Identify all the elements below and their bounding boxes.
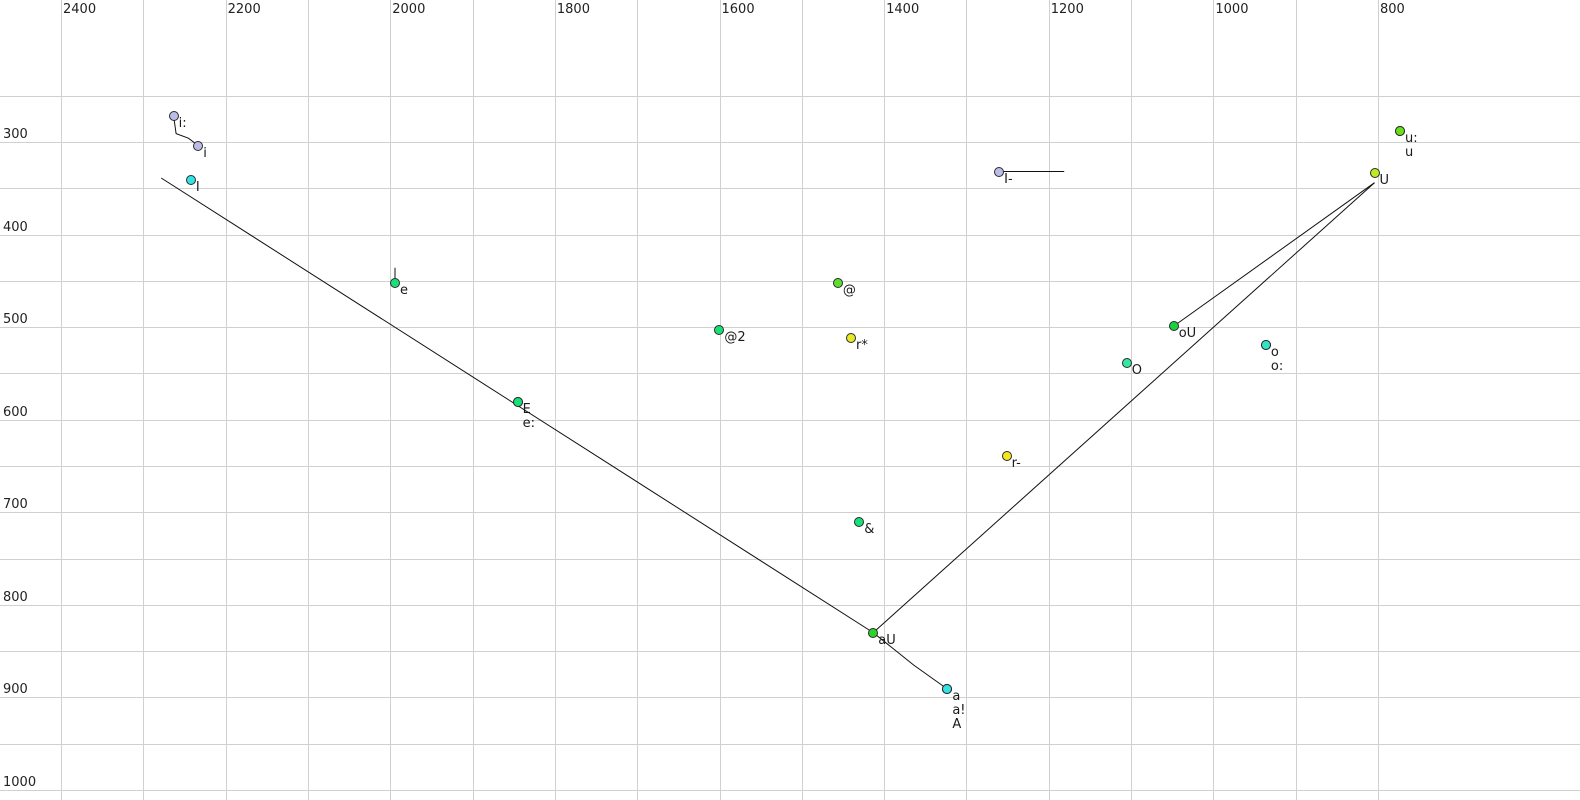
vowel-point-marker[interactable] (1001, 450, 1012, 461)
x-axis-tick-label: 1600 (721, 2, 755, 17)
gridline-horizontal (0, 511, 1580, 513)
y-axis-tick-label: 800 (3, 589, 28, 605)
gridline-horizontal (0, 558, 1580, 560)
gridline-horizontal (0, 187, 1580, 189)
vowel-point-marker[interactable] (868, 627, 879, 638)
trajectory-line (872, 182, 1375, 633)
gridline-vertical (1212, 0, 1214, 800)
gridline-vertical (801, 0, 803, 800)
gridline-vertical (225, 0, 227, 800)
x-axis-tick-label: 1400 (886, 2, 920, 17)
vowel-point-label: oU (1178, 326, 1197, 342)
vowel-point-label: U (1379, 173, 1390, 189)
gridline-vertical (636, 0, 638, 800)
gridline-horizontal (0, 419, 1580, 421)
vowel-point-label: r* (856, 338, 868, 354)
gridline-vertical (1377, 0, 1379, 800)
gridline-horizontal (0, 650, 1580, 652)
vowel-point-marker[interactable] (1395, 125, 1406, 136)
gridline-vertical (472, 0, 474, 800)
gridline-vertical (719, 0, 721, 800)
gridline-vertical (307, 0, 309, 800)
gridline-horizontal (0, 604, 1580, 606)
gridline-horizontal (0, 280, 1580, 282)
vowel-point-label: I- (1004, 171, 1013, 187)
vowel-point-label: @2 (724, 329, 746, 345)
gridline-horizontal (0, 372, 1580, 374)
vowel-point-marker[interactable] (390, 277, 400, 288)
y-axis-tick-label: 500 (3, 312, 28, 328)
vowel-point-label: E (522, 402, 531, 418)
vowel-point-marker[interactable] (942, 684, 953, 695)
y-axis-tick-label: 300 (3, 127, 28, 142)
y-axis-tick-label: 700 (3, 497, 28, 513)
y-axis-tick-label: 400 (3, 219, 28, 235)
vowel-point-label: & (864, 522, 875, 538)
vowel-point-label: a! (952, 703, 966, 719)
vowel-point-marker[interactable] (1369, 168, 1380, 179)
gridline-vertical (1048, 0, 1050, 800)
x-axis-tick-label: 2200 (227, 2, 261, 17)
gridline-horizontal (0, 326, 1580, 328)
vowel-point-label: A (952, 717, 962, 733)
gridline-horizontal (0, 789, 1580, 791)
vowel-point-label: o (1270, 344, 1279, 360)
gridline-vertical (965, 0, 967, 800)
trajectory-line (160, 177, 948, 690)
vowel-point-label: u (1405, 144, 1414, 160)
vowel-point-marker[interactable] (168, 111, 179, 121)
y-axis-tick-label: 1000 (3, 775, 37, 790)
gridline-horizontal (0, 743, 1580, 745)
gridline-horizontal (0, 95, 1580, 97)
vowel-point-label: O (1131, 363, 1142, 379)
x-axis-tick-label: 2000 (392, 2, 426, 17)
vowel-point-label: I (195, 179, 200, 195)
x-axis-tick-label: 1000 (1215, 2, 1249, 17)
y-axis-tick-label: 600 (3, 404, 28, 420)
vowel-point-marker[interactable] (846, 333, 857, 344)
gridline-vertical (554, 0, 556, 800)
gridline-horizontal (0, 141, 1580, 143)
gridline-vertical (1295, 0, 1297, 800)
vowel-point-label: i (203, 145, 207, 161)
x-axis-tick-label: 1800 (556, 2, 590, 17)
vowel-point-label: i: (178, 116, 187, 131)
gridline-horizontal (0, 465, 1580, 467)
gridline-horizontal (0, 234, 1580, 236)
vowel-point-marker[interactable] (193, 140, 204, 151)
gridline-horizontal (0, 696, 1580, 698)
gridline-vertical (389, 0, 391, 800)
vowel-point-label: a (952, 689, 961, 705)
vowel-point-marker[interactable] (512, 397, 523, 408)
vowel-point-marker[interactable] (994, 166, 1005, 177)
gridline-vertical (883, 0, 885, 800)
vowel-point-marker[interactable] (832, 277, 843, 288)
vowel-point-label: e: (522, 416, 536, 432)
gridline-vertical (60, 0, 62, 800)
vowel-point-marker[interactable] (1260, 339, 1271, 350)
vowel-point-label: aU (878, 632, 896, 648)
gridline-vertical (142, 0, 144, 800)
vowel-point-marker[interactable] (185, 174, 196, 185)
x-axis-tick-label: 2400 (63, 2, 97, 17)
vowel-point-marker[interactable] (1168, 321, 1179, 332)
x-axis-tick-label: 1200 (1050, 2, 1084, 17)
vowel-point-marker[interactable] (714, 324, 725, 335)
vowel-point-label: u: (1405, 130, 1418, 146)
gridline-vertical (1130, 0, 1132, 800)
y-axis-tick-label: 900 (3, 682, 28, 698)
vowel-point-marker[interactable] (854, 517, 865, 528)
vowel-point-marker[interactable] (1121, 358, 1132, 369)
vowel-point-label: r- (1011, 455, 1021, 471)
vowel-point-label: e (400, 282, 408, 298)
x-axis-tick-label: 800 (1380, 2, 1405, 17)
trajectory-line (1173, 182, 1375, 327)
vowel-point-label: o: (1270, 358, 1284, 374)
vowel-point-label: @ (842, 282, 856, 298)
